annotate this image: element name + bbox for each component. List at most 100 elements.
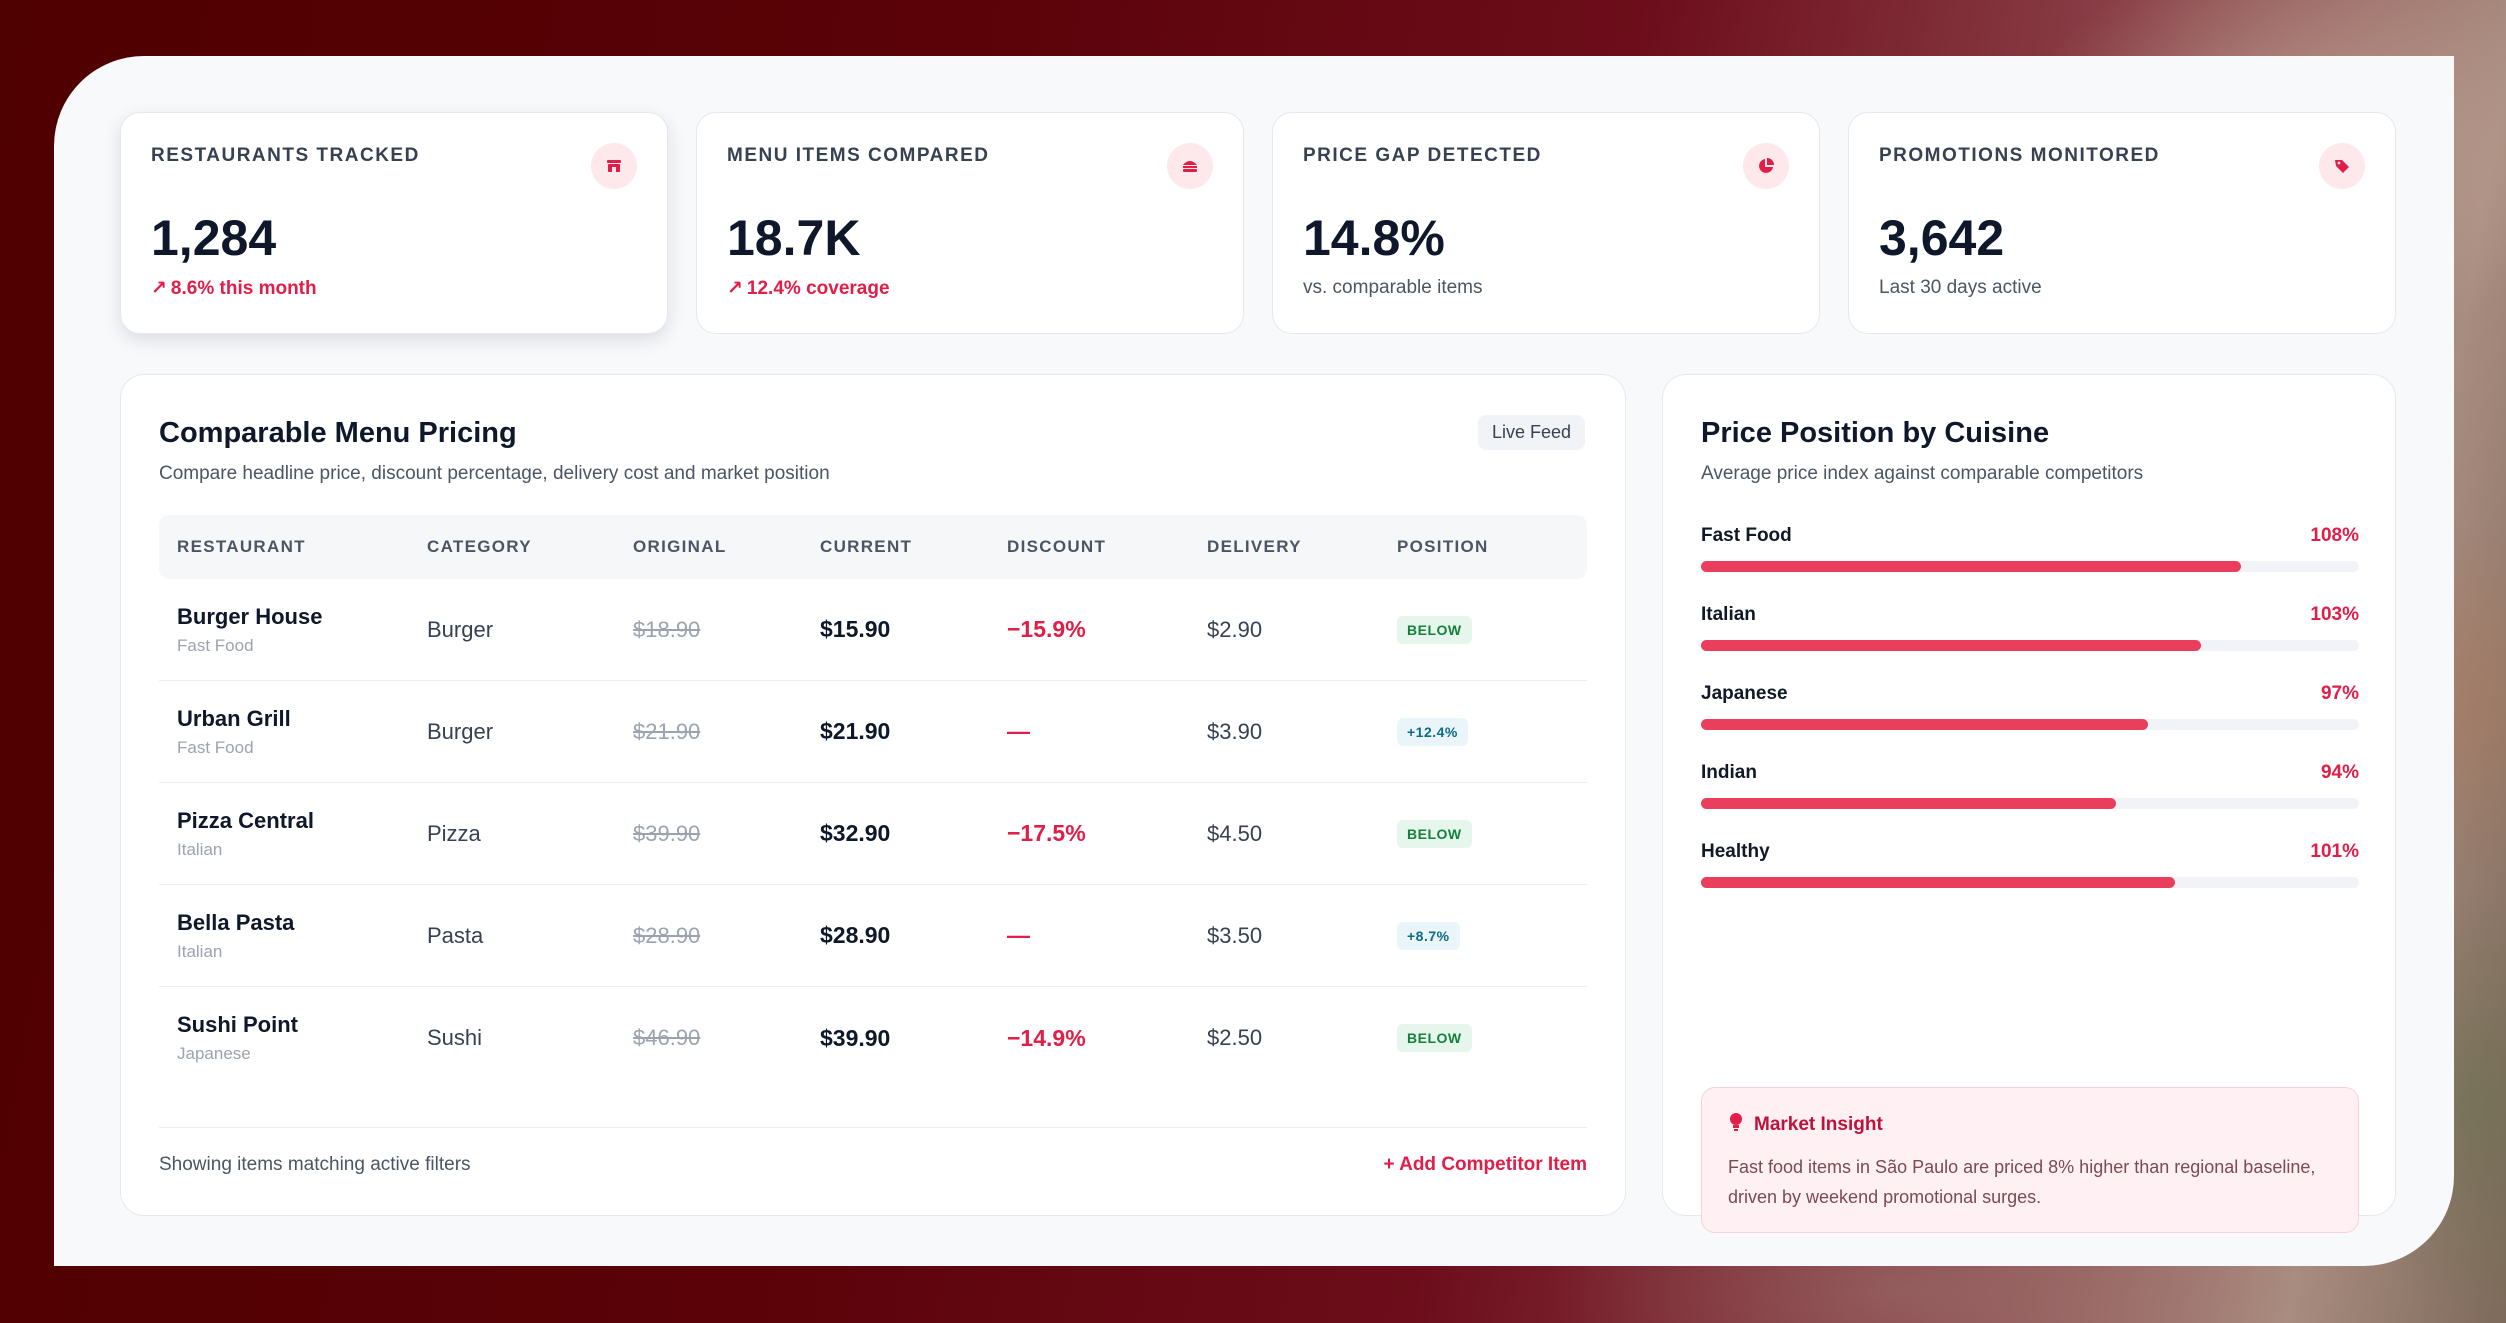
current-price: $28.90 — [820, 922, 891, 948]
category-cell: Sushi — [427, 1025, 483, 1050]
category-cell: Burger — [427, 718, 494, 744]
current-price: $15.90 — [820, 616, 891, 642]
bar-track — [1701, 561, 2359, 572]
original-price: $18.90 — [633, 616, 701, 642]
bar-track — [1701, 719, 2359, 730]
market-insight-card: Market Insight Fast food items in São Pa… — [1701, 1087, 2359, 1233]
restaurant-name: Urban Grill — [177, 705, 291, 731]
cuisine-name: Indian — [1701, 762, 1757, 783]
column-header[interactable]: POSITION — [1397, 537, 1489, 556]
kpi-value: 18.7K — [727, 210, 861, 266]
cuisine-name: Healthy — [1701, 841, 1770, 862]
current-price: $32.90 — [820, 820, 891, 846]
cuisine-bar-healthy: Healthy 101% — [1701, 841, 2359, 920]
footer-note: Showing items matching active filters — [159, 1154, 471, 1175]
burger-icon — [1167, 143, 1213, 189]
original-price: $28.90 — [633, 922, 701, 948]
kpi-sub-text: Last 30 days active — [1879, 277, 2042, 298]
position-badge: BELOW — [1397, 615, 1472, 644]
panel-title: Comparable Menu Pricing — [159, 417, 517, 449]
bar-track — [1701, 877, 2359, 888]
table-header: RESTAURANT CATEGORY ORIGINAL CURRENT DIS… — [159, 515, 1587, 579]
discount-cell: −17.5% — [1007, 820, 1086, 846]
table-row[interactable]: Urban Grill Fast Food Burger $21.90 $21.9… — [159, 681, 1587, 783]
cuisine-bar-fast-food: Fast Food 108% — [1701, 525, 2359, 604]
cuisine-index: 101% — [2310, 841, 2359, 862]
dashboard-frame: RESTAURANTS TRACKED 1,284 ↗ 8.6% this mon… — [54, 56, 2454, 1266]
position-badge: BELOW — [1397, 819, 1472, 848]
bar-fill — [1701, 798, 2116, 809]
live-feed-badge[interactable]: Live Feed — [1477, 415, 1585, 450]
discount-cell: −15.9% — [1007, 616, 1086, 642]
delivery-cell: $3.90 — [1207, 718, 1263, 744]
trend-up-icon: ↗ — [727, 278, 743, 299]
restaurant-cuisine: Fast Food — [177, 635, 254, 655]
original-price: $39.90 — [633, 820, 701, 846]
column-header[interactable]: DELIVERY — [1207, 537, 1302, 556]
bar-fill — [1701, 640, 2202, 651]
kpi-card-price-gap: PRICE GAP DETECTED 14.8% vs. comparable … — [1272, 112, 1820, 334]
table-row[interactable]: Burger House Fast Food Burger $18.90 $15.… — [159, 579, 1587, 681]
cuisine-bars: Fast Food 108% Italian 103% Japanese 97% In… — [1701, 525, 2359, 920]
kpi-trend: ↗ 12.4% coverage — [727, 277, 1213, 300]
kpi-sub-text: 8.6% this month — [170, 278, 317, 299]
restaurant-name: Sushi Point — [177, 1012, 298, 1037]
column-header[interactable]: CURRENT — [820, 537, 913, 556]
kpi-card-restaurants: RESTAURANTS TRACKED 1,284 ↗ 8.6% this mon… — [120, 112, 668, 334]
table-row[interactable]: Sushi Point Japanese Sushi $46.90 $39.90 … — [159, 987, 1587, 1089]
panel-subtitle: Compare headline price, discount percent… — [159, 463, 830, 484]
insight-title: Market Insight — [1754, 1114, 1883, 1135]
store-icon — [591, 143, 637, 189]
delivery-cell: $2.90 — [1207, 616, 1263, 642]
cuisine-bar-indian: Indian 94% — [1701, 762, 2359, 841]
table-footer: Showing items matching active filters + … — [159, 1127, 1587, 1176]
bar-fill — [1701, 719, 2149, 730]
position-badge: +8.7% — [1397, 921, 1460, 950]
discount-cell: −14.9% — [1007, 1024, 1086, 1051]
tag-icon — [2319, 143, 2365, 189]
kpi-trend: ↗ 8.6% this month — [151, 277, 637, 300]
column-header[interactable]: RESTAURANT — [177, 537, 306, 556]
cuisine-index: 97% — [2320, 683, 2359, 704]
kpi-row: RESTAURANTS TRACKED 1,284 ↗ 8.6% this mon… — [120, 112, 2396, 334]
insight-text: Fast food items in São Paulo are priced … — [1728, 1157, 2316, 1207]
delivery-cell: $4.50 — [1207, 820, 1263, 846]
cuisine-name: Italian — [1701, 604, 1756, 625]
column-header[interactable]: DISCOUNT — [1007, 537, 1107, 556]
position-badge: +12.4% — [1397, 717, 1468, 746]
panel-title: Price Position by Cuisine — [1701, 417, 2050, 449]
add-competitor-link[interactable]: + Add Competitor Item — [1383, 1154, 1587, 1175]
restaurant-cuisine: Italian — [177, 941, 223, 961]
restaurant-cuisine: Italian — [177, 839, 223, 859]
discount-cell: — — [1007, 922, 1030, 948]
table-row[interactable]: Pizza Central Italian Pizza $39.90 $32.90… — [159, 783, 1587, 885]
category-cell: Pizza — [427, 820, 481, 846]
position-badge: BELOW — [1397, 1024, 1472, 1052]
kpi-card-menu-items: MENU ITEMS COMPARED 18.7K ↗ 12.4% coverag… — [696, 112, 1244, 334]
original-price: $21.90 — [633, 718, 701, 744]
bar-fill — [1701, 877, 2175, 888]
restaurant-cuisine: Japanese — [177, 1044, 251, 1063]
cuisine-name: Japanese — [1701, 683, 1788, 704]
current-price: $39.90 — [820, 1024, 891, 1051]
current-price: $21.90 — [820, 718, 891, 744]
table-row[interactable]: Bella Pasta Italian Pasta $28.90 $28.90 —… — [159, 885, 1587, 987]
kpi-card-promotions: PROMOTIONS MONITORED 3,642 Last 30 days … — [1848, 112, 2396, 334]
original-price: $46.90 — [633, 1025, 701, 1050]
cuisine-index: 108% — [2310, 525, 2359, 546]
restaurant-name: Bella Pasta — [177, 909, 295, 935]
delivery-cell: $3.50 — [1207, 922, 1263, 948]
cuisine-bar-italian: Italian 103% — [1701, 604, 2359, 683]
category-cell: Burger — [427, 616, 494, 642]
column-header[interactable]: CATEGORY — [427, 537, 532, 556]
bar-fill — [1701, 561, 2241, 572]
lightbulb-icon — [1728, 1112, 1744, 1138]
bar-track — [1701, 798, 2359, 809]
column-header[interactable]: ORIGINAL — [633, 537, 727, 556]
delivery-cell: $2.50 — [1207, 1025, 1263, 1050]
kpi-label: MENU ITEMS COMPARED — [727, 145, 990, 166]
bar-track — [1701, 640, 2359, 651]
cuisine-panel: Price Position by Cuisine Average price … — [1662, 374, 2396, 1233]
kpi-value: 3,642 — [1879, 210, 2005, 266]
kpi-sub-text: vs. comparable items — [1303, 277, 1483, 298]
